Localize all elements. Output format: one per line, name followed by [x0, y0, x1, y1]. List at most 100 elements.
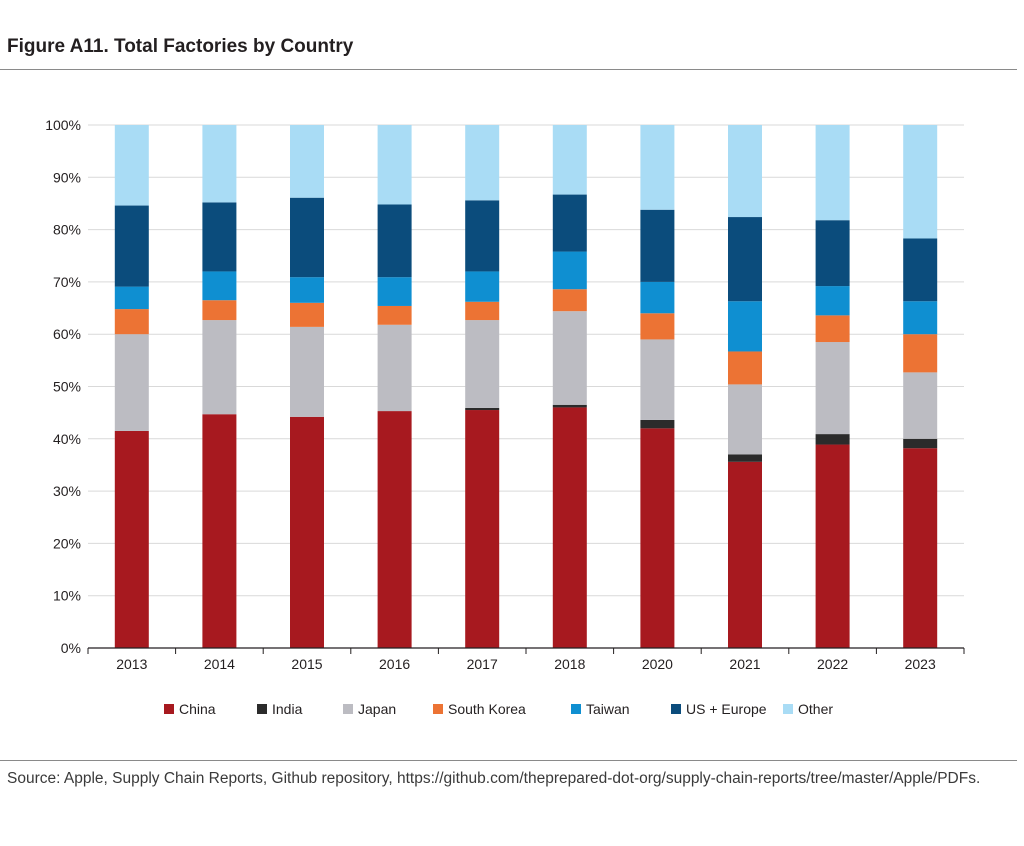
y-tick-label: 60% [53, 326, 81, 342]
bar-segment [290, 326, 324, 417]
bar-segment [640, 428, 675, 648]
bars [114, 125, 938, 648]
bar-segment [202, 414, 237, 648]
bar-segment [377, 277, 412, 306]
bar-segment [552, 289, 587, 312]
bar-segment [290, 125, 324, 198]
bar-segment [728, 125, 762, 218]
bar-segment [903, 301, 938, 335]
bar-segment [728, 217, 762, 302]
bar-segment [202, 320, 237, 415]
bar-segment [728, 384, 762, 455]
bar-segment [465, 410, 500, 648]
legend: China India Japan South Korea Taiwan US + Eur… [164, 701, 833, 717]
bar-segment [640, 281, 675, 314]
bar-segment [815, 315, 850, 343]
bar-segment [202, 202, 237, 272]
bar-segment [640, 419, 675, 429]
x-tick-label: 2022 [817, 656, 848, 672]
bar-segment [903, 125, 938, 239]
bar-segment [903, 448, 938, 648]
bar-segment [552, 125, 587, 195]
bar-segment [377, 305, 412, 325]
y-tick-label: 70% [53, 274, 81, 290]
legend-label: China [179, 701, 216, 717]
bar-segment [640, 313, 675, 340]
bar-segment [377, 324, 412, 412]
bar-segment [465, 271, 500, 302]
y-tick-label: 40% [53, 431, 81, 447]
bar-segment [815, 286, 850, 316]
bar-segment [903, 334, 938, 373]
bar-segment [290, 277, 324, 303]
bar-segment [552, 311, 587, 405]
y-tick-label: 0% [61, 640, 81, 656]
bar-segment [377, 125, 412, 205]
title-divider [0, 69, 1017, 70]
bar-segment [552, 251, 587, 290]
bar-segment [815, 342, 850, 435]
bar-segment [377, 411, 412, 648]
bar-segment [728, 461, 762, 648]
bar-segment [815, 444, 850, 648]
bar-segment [114, 309, 149, 335]
bar-segment [465, 301, 500, 321]
bar-segment [202, 271, 237, 301]
x-tick-label: 2021 [729, 656, 760, 672]
x-tick-label: 2017 [467, 656, 498, 672]
bar-segment [114, 205, 149, 287]
x-tick-label: 2020 [642, 656, 673, 672]
figure-title: Figure A11. Total Factories by Country [7, 36, 354, 57]
bar-segment [640, 339, 675, 420]
legend-swatch [783, 704, 793, 714]
y-tick-label: 30% [53, 483, 81, 499]
bar-segment [903, 372, 938, 439]
bar-segment [290, 197, 324, 278]
bar-segment [815, 125, 850, 221]
bar-segment [903, 438, 938, 449]
legend-label: US + Europe [686, 701, 767, 717]
x-tick-label: 2016 [379, 656, 410, 672]
legend-label: Other [798, 701, 833, 717]
y-tick-label: 80% [53, 222, 81, 238]
bar-segment [815, 434, 850, 445]
y-tick-label: 10% [53, 588, 81, 604]
bar-segment [465, 407, 500, 411]
bar-segment [465, 125, 500, 201]
bar-segment [377, 204, 412, 278]
bar-segment [728, 454, 762, 462]
legend-swatch [571, 704, 581, 714]
legend-label: South Korea [448, 701, 526, 717]
y-tick-label: 20% [53, 535, 81, 551]
bar-segment [728, 301, 762, 352]
legend-swatch [257, 704, 267, 714]
x-tick-label: 2015 [291, 656, 322, 672]
x-tick-label: 2014 [204, 656, 235, 672]
x-tick-label: 2018 [554, 656, 585, 672]
bar-segment [202, 300, 237, 321]
bar-segment [114, 334, 149, 431]
bar-segment [640, 125, 675, 210]
source-note: Source: Apple, Supply Chain Reports, Git… [7, 770, 981, 787]
x-tick-label: 2013 [116, 656, 147, 672]
bar-segment [640, 209, 675, 282]
bar-segment [114, 430, 149, 648]
bar-segment [114, 286, 149, 310]
legend-swatch [671, 704, 681, 714]
bar-segment [552, 404, 587, 408]
axes: 0% 10% 20% 30% 40% 50% 60% 70% 80% 90% 100% 2013 201… [45, 117, 965, 672]
bar-segment [552, 407, 587, 648]
legend-swatch [433, 704, 443, 714]
y-tick-label: 50% [53, 379, 81, 395]
x-tick-label: 2023 [905, 656, 936, 672]
y-tick-label: 100% [45, 117, 81, 133]
bar-segment [728, 351, 762, 385]
legend-label: India [272, 701, 303, 717]
bar-segment [290, 416, 324, 648]
source-divider [0, 760, 1017, 761]
bar-segment [903, 238, 938, 302]
bar-segment [202, 125, 237, 203]
bar-segment [815, 220, 850, 287]
legend-swatch [343, 704, 353, 714]
bar-segment [290, 302, 324, 327]
